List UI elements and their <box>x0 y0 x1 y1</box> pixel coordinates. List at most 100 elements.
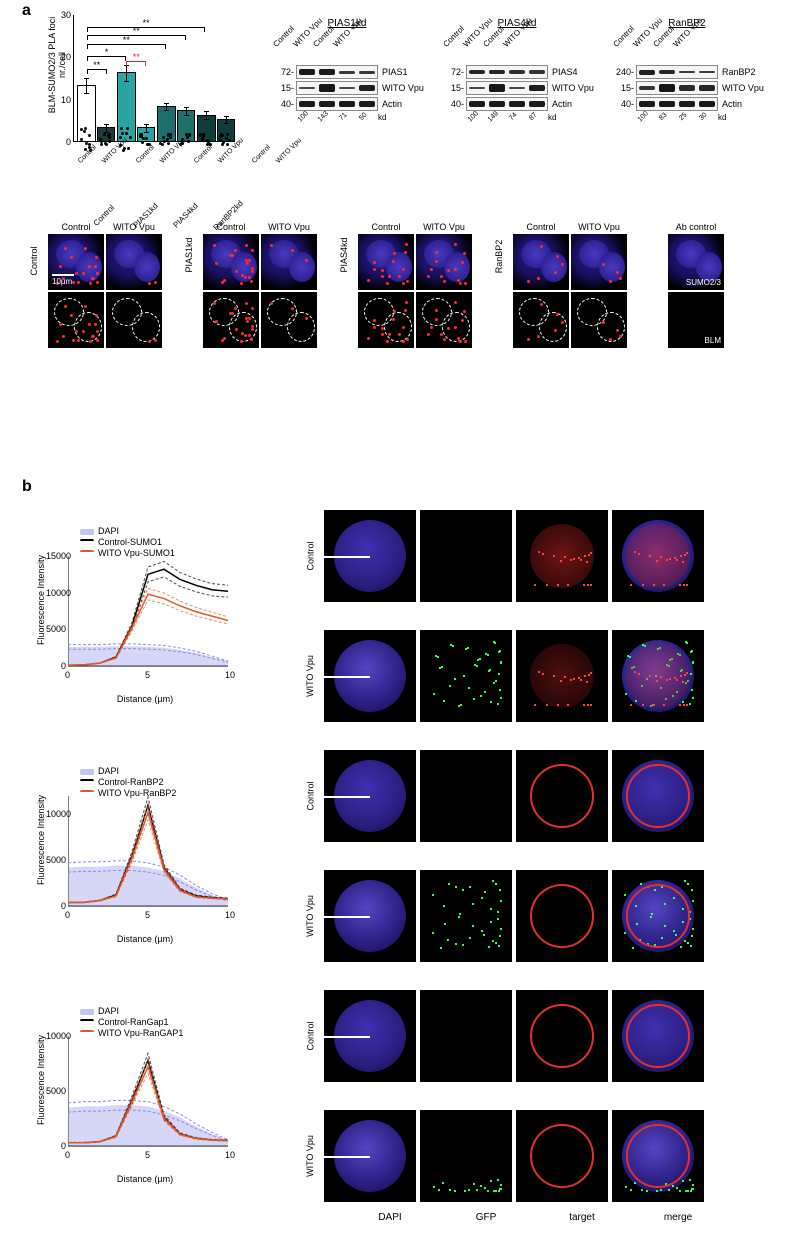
western-blot: PIAS4kdControlWITO VpuControlWITO Vpu72-… <box>440 18 594 122</box>
blot-band <box>657 82 677 94</box>
blot-row-label: PIAS4 <box>552 67 578 77</box>
micrograph-b <box>324 750 416 842</box>
bar <box>77 85 96 142</box>
micrograph-b <box>420 750 512 842</box>
bar <box>137 127 156 142</box>
significance-marker: * <box>87 56 127 57</box>
micro-b-row-label: WITO Vpu <box>305 895 315 937</box>
micrograph-b <box>420 510 512 602</box>
panel-b-label: b <box>22 478 32 496</box>
micrograph-b <box>324 1110 416 1202</box>
blot-band <box>337 82 357 94</box>
micrograph <box>261 234 317 290</box>
micrograph-b <box>612 1110 704 1202</box>
y-axis <box>73 15 74 142</box>
micro-col-label: Control <box>48 222 104 232</box>
blot-band <box>337 66 357 78</box>
micro-b-row-label: Control <box>305 1021 315 1050</box>
blot-mw: 40- <box>610 99 636 109</box>
lineplot-ytick: 0 <box>46 661 66 671</box>
panel-a-label: a <box>22 2 31 20</box>
lineplot-ytick: 5000 <box>46 624 66 634</box>
bar <box>217 119 236 142</box>
blot-kd-label: kd <box>548 113 556 122</box>
bar-ytick: 0 <box>57 137 71 147</box>
blot-kd-label: kd <box>378 113 386 122</box>
micro-group-label: RanBP2 <box>494 240 504 274</box>
blot-band <box>357 66 377 78</box>
micrograph <box>48 292 104 348</box>
blot-band <box>297 66 317 78</box>
micro-col-label: Control <box>203 222 259 232</box>
micro-b-row: WITO Vpu <box>300 630 704 722</box>
blot-row-label: Actin <box>722 99 742 109</box>
ab-label: BLM <box>705 336 721 345</box>
micrograph-b <box>612 750 704 842</box>
ab-control-label: Ab control <box>668 222 724 232</box>
micrograph <box>513 292 569 348</box>
blot-band <box>697 82 717 94</box>
significance-marker: ** <box>87 69 107 70</box>
lineplot-ytick: 10000 <box>46 1031 66 1041</box>
micro-b-col-label: merge <box>632 1212 724 1223</box>
micro-b-row: WITO Vpu <box>300 1110 704 1202</box>
micrograph-ab-control: BLM <box>668 292 724 348</box>
fluorescence-line-plot: Fluorescence IntensityDistance (µm)DAPIC… <box>40 770 250 930</box>
bar-ytick: 20 <box>57 52 71 62</box>
profile-line-indicator <box>324 676 370 678</box>
blot-band <box>677 66 697 78</box>
micro-b-row-label: Control <box>305 781 315 810</box>
micrograph <box>203 292 259 348</box>
micro-group-label: PIAS4kd <box>339 237 349 272</box>
micrograph-b <box>420 870 512 962</box>
blot-band <box>697 66 717 78</box>
micro-b-row: Control <box>300 510 704 602</box>
blot-band <box>317 82 337 94</box>
blot-band <box>467 66 487 78</box>
blot-band <box>637 66 657 78</box>
blot-band <box>527 82 547 94</box>
micrograph <box>416 234 472 290</box>
blot-mw: 240- <box>610 67 636 77</box>
blot-mw: 15- <box>440 83 466 93</box>
blot-band <box>317 66 337 78</box>
micrograph-b <box>612 630 704 722</box>
lineplot-ytick: 15000 <box>46 551 66 561</box>
micro-b-col-label: target <box>536 1212 628 1223</box>
micrograph-b <box>516 1110 608 1202</box>
blot-band <box>657 66 677 78</box>
blot-row-label: Actin <box>382 99 402 109</box>
micro-b-row-label: Control <box>305 541 315 570</box>
lineplot-ytick: 10000 <box>46 809 66 819</box>
blot-mw: 72- <box>440 67 466 77</box>
micrograph-b <box>516 750 608 842</box>
micro-b-col-label: DAPI <box>344 1212 436 1223</box>
micro-col-label: WITO Vpu <box>416 222 472 232</box>
lineplot-legend: DAPIControl-RanBP2WITO Vpu-RanBP2 <box>80 766 176 799</box>
micrograph <box>203 234 259 290</box>
micrograph: 10µm <box>48 234 104 290</box>
micrograph-b <box>324 990 416 1082</box>
blot-band <box>487 82 507 94</box>
micrograph <box>106 234 162 290</box>
significance-marker: ** <box>87 35 186 36</box>
blot-band <box>637 82 657 94</box>
blot-row-label: Actin <box>552 99 572 109</box>
micrograph <box>358 292 414 348</box>
bar <box>157 106 176 142</box>
bar <box>197 115 216 142</box>
micro-group-label: PIAS1kd <box>184 237 194 272</box>
lineplot-legend: DAPIControl-RanGap1WITO Vpu-RanGAP1 <box>80 1006 183 1039</box>
blot-kd-label: kd <box>718 113 726 122</box>
blot-band <box>487 66 507 78</box>
blot-mw: 40- <box>440 99 466 109</box>
lineplot-ylabel: Fluorescence Intensity <box>36 1020 46 1140</box>
micro-b-col-label: GFP <box>440 1212 532 1223</box>
bar-ytick: 10 <box>57 95 71 105</box>
blot-mw: 15- <box>610 83 636 93</box>
profile-line-indicator <box>324 916 370 918</box>
micrograph-b <box>420 990 512 1082</box>
bar-xtick-label: WITO Vpu <box>275 137 319 181</box>
lineplot-ytick: 0 <box>46 1141 66 1151</box>
bar <box>177 110 196 142</box>
